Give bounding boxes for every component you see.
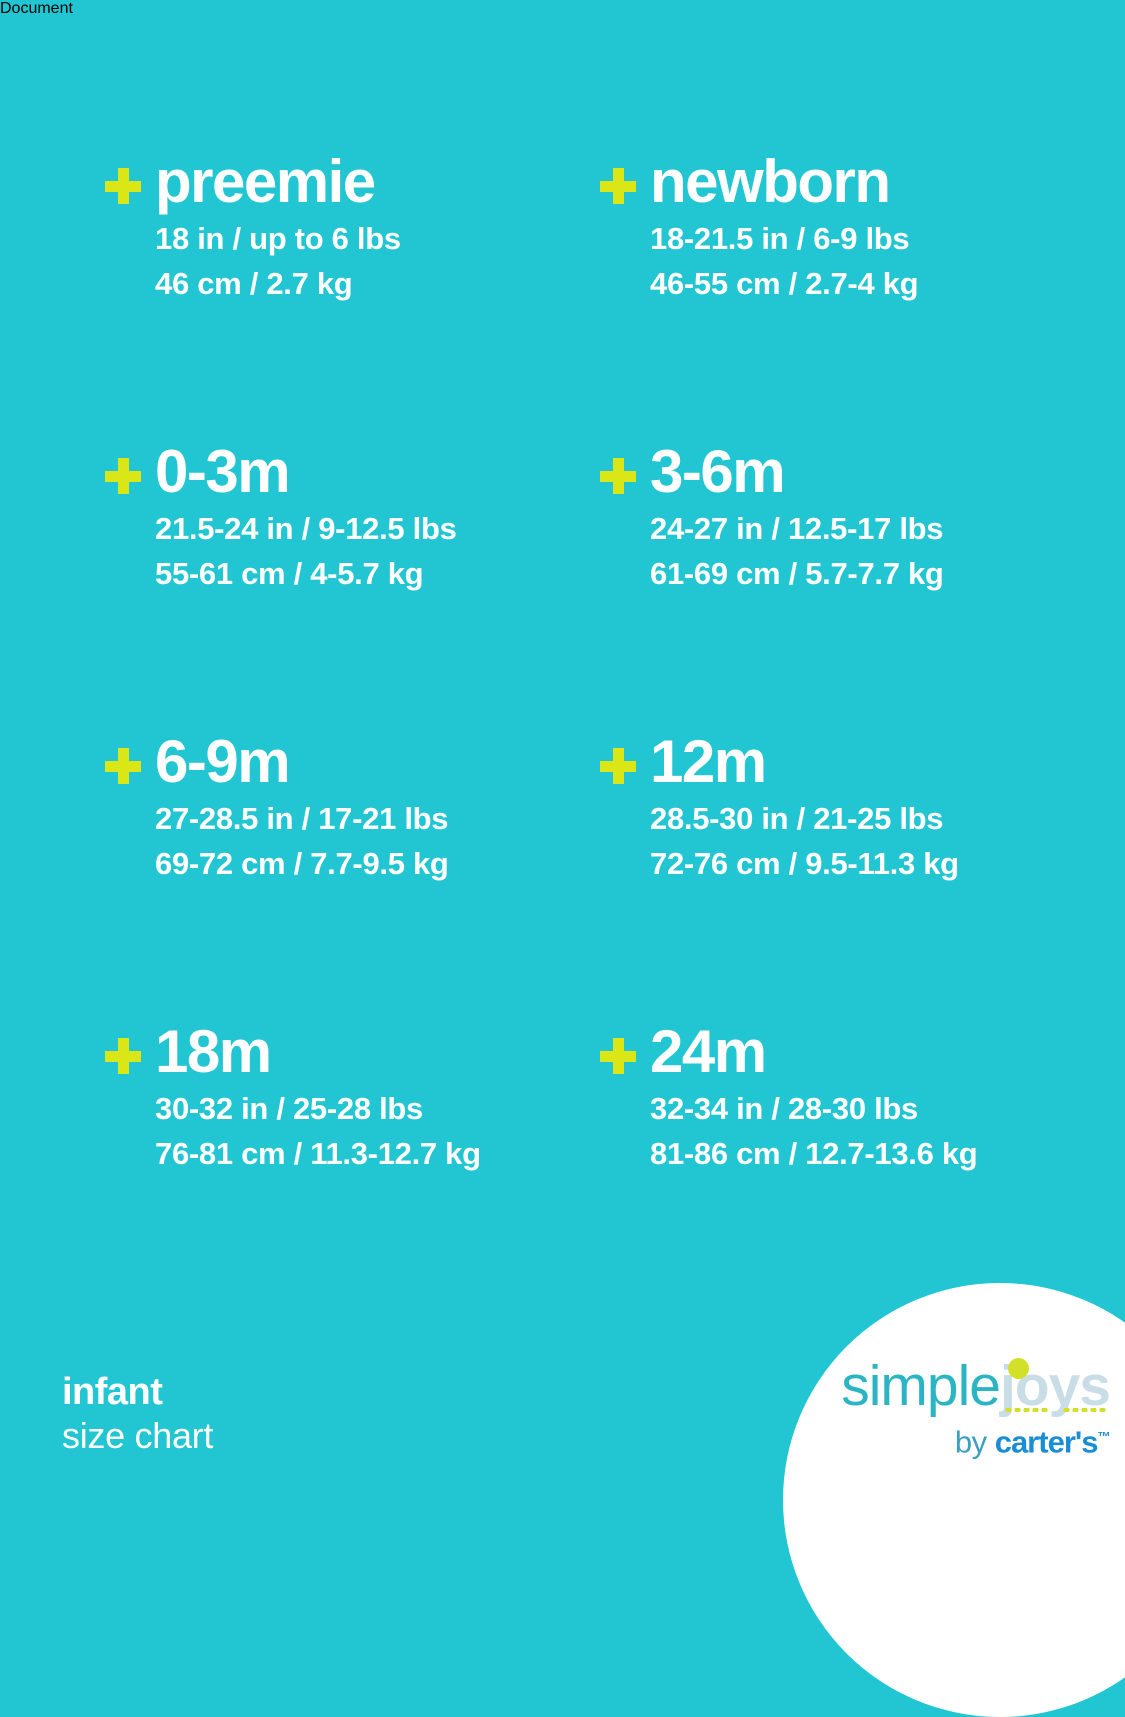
size-detail-imperial: 24-27 in / 12.5-17 lbs — [650, 511, 944, 546]
logo-circle-backdrop — [783, 1283, 1125, 1717]
plus-icon — [105, 1038, 141, 1074]
size-detail-imperial: 18-21.5 in / 6-9 lbs — [650, 221, 910, 256]
logo-j-dot-icon — [1007, 1358, 1029, 1379]
size-detail-imperial: 21.5-24 in / 9-12.5 lbs — [155, 511, 457, 546]
size-detail-metric: 81-86 cm / 12.7-13.6 kg — [650, 1136, 978, 1171]
size-detail-imperial: 32-34 in / 28-30 lbs — [650, 1091, 918, 1126]
size-name: 24m — [650, 1018, 767, 1085]
plus-icon — [105, 458, 141, 494]
trademark-icon: ™ — [1097, 1429, 1111, 1444]
size-name: 6-9m — [155, 728, 291, 795]
size-detail-imperial: 30-32 in / 25-28 lbs — [155, 1091, 423, 1126]
size-name: 18m — [155, 1018, 272, 1085]
size-entry-header: 3-6m — [600, 440, 1120, 504]
brand-word-carters: carter's — [994, 1424, 1099, 1460]
plus-icon — [600, 168, 636, 204]
size-name: 0-3m — [155, 438, 291, 505]
size-name: 3-6m — [650, 438, 786, 505]
size-entry-header: 18m — [105, 1020, 600, 1084]
logo-dot-underline-right-icon — [1061, 1408, 1108, 1412]
size-name: newborn — [650, 148, 891, 215]
size-detail-metric: 55-61 cm / 4-5.7 kg — [155, 556, 424, 591]
size-name: 12m — [650, 728, 767, 795]
plus-icon — [600, 1038, 636, 1074]
size-detail-imperial: 18 in / up to 6 lbs — [155, 221, 401, 256]
size-detail-imperial: 28.5-30 in / 21-25 lbs — [650, 801, 944, 836]
size-entry-header: preemie — [105, 150, 600, 214]
brand-word-by: by — [954, 1424, 995, 1460]
size-entry-header: 12m — [600, 730, 1120, 794]
size-entry-24m: 24m 32-34 in / 28-30 lbs 81-86 cm / 12.7… — [600, 1020, 1120, 1310]
plus-icon — [600, 748, 636, 784]
size-entry-3-6m: 3-6m 24-27 in / 12.5-17 lbs 61-69 cm / 5… — [600, 440, 1120, 730]
size-entry-18m: 18m 30-32 in / 25-28 lbs 76-81 cm / 11.3… — [105, 1020, 600, 1310]
size-entry-6-9m: 6-9m 27-28.5 in / 17-21 lbs 69-72 cm / 7… — [105, 730, 600, 1020]
brand-logo: simplejoys by carter's™ — [840, 1354, 1111, 1460]
chart-caption: infant size chart — [62, 1370, 213, 1458]
size-entry-header: newborn — [600, 150, 1120, 214]
size-detail-metric: 61-69 cm / 5.7-7.7 kg — [650, 556, 944, 591]
plus-icon — [600, 458, 636, 494]
chart-caption-subtitle: size chart — [62, 1415, 214, 1456]
size-entry-header: 24m — [600, 1020, 1120, 1084]
size-detail-metric: 76-81 cm / 11.3-12.7 kg — [155, 1136, 481, 1171]
size-entry-preemie: preemie 18 in / up to 6 lbs 46 cm / 2.7 … — [105, 150, 600, 440]
size-detail-metric: 69-72 cm / 7.7-9.5 kg — [155, 846, 449, 881]
brand-logo-sub: by carter's™ — [840, 1419, 1111, 1460]
plus-icon — [105, 748, 141, 784]
logo-dot-underline-left-icon — [1003, 1408, 1048, 1412]
size-detail-imperial: 27-28.5 in / 17-21 lbs — [155, 801, 449, 836]
size-name: preemie — [155, 148, 376, 215]
size-entry-header: 6-9m — [105, 730, 600, 794]
size-detail-metric: 46 cm / 2.7 kg — [155, 266, 353, 301]
brand-word-simple: simple — [841, 1354, 1001, 1418]
size-entry-12m: 12m 28.5-30 in / 21-25 lbs 72-76 cm / 9.… — [600, 730, 1120, 1020]
plus-icon — [105, 168, 141, 204]
size-entry-header: 0-3m — [105, 440, 600, 504]
size-entry-newborn: newborn 18-21.5 in / 6-9 lbs 46-55 cm / … — [600, 150, 1120, 440]
size-entry-0-3m: 0-3m 21.5-24 in / 9-12.5 lbs 55-61 cm / … — [105, 440, 600, 730]
chart-caption-title: infant — [62, 1371, 163, 1413]
size-detail-metric: 46-55 cm / 2.7-4 kg — [650, 266, 919, 301]
size-chart-page: preemie 18 in / up to 6 lbs 46 cm / 2.7 … — [0, 150, 1125, 1717]
size-grid: preemie 18 in / up to 6 lbs 46 cm / 2.7 … — [0, 150, 1125, 1310]
size-detail-metric: 72-76 cm / 9.5-11.3 kg — [650, 846, 959, 881]
